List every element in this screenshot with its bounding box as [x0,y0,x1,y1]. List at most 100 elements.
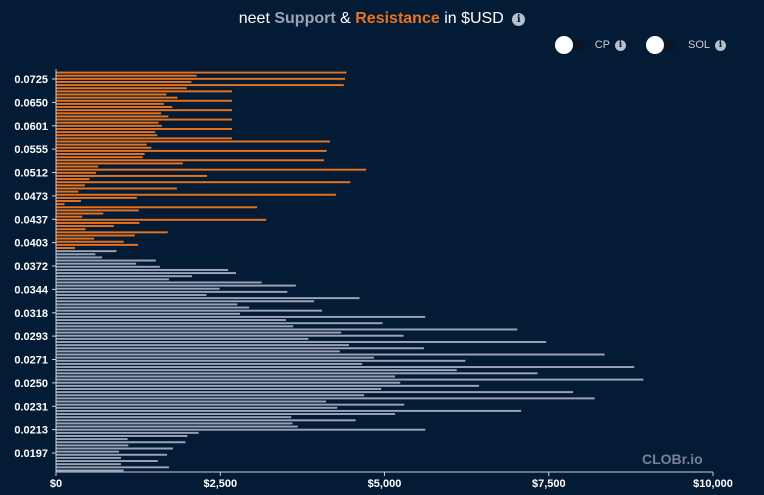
support-bar [56,250,117,253]
resistance-bar [56,153,145,155]
resistance-bar [56,102,164,105]
y-tick-label: 0.0437 [14,214,48,226]
resistance-bar [56,187,177,190]
support-bar [56,463,122,466]
resistance-bar [56,84,344,87]
support-bar [56,290,288,293]
support-bar [56,403,405,406]
resistance-bar [56,243,139,246]
support-bar [56,466,169,469]
watermark: CLOBr.io [642,451,703,467]
resistance-bar [56,181,351,184]
sol-switch-knob [645,36,664,54]
resistance-bar [56,234,135,237]
resistance-bar [56,143,147,146]
info-icon[interactable]: i [512,13,526,26]
support-bar [56,350,340,353]
y-tick-label: 0.0372 [14,261,48,273]
support-bar [56,334,404,337]
resistance-bar [56,80,192,83]
support-bar [56,431,199,434]
support-bar [56,322,383,325]
resistance-bar [56,218,267,221]
y-tick-label: 0.0250 [14,378,48,390]
support-bar [56,456,122,459]
support-bar [56,359,466,362]
title-amp: & [340,10,351,27]
support-bar [56,259,156,262]
support-bar [56,268,229,271]
sol-label: SOL [687,39,710,51]
resistance-bar [56,228,86,231]
resistance-bar [56,71,347,74]
resistance-bar [56,225,114,228]
support-bar [56,384,480,387]
sol-info-icon[interactable]: i [715,39,726,51]
resistance-bar [56,171,97,174]
resistance-bar [56,162,183,165]
resistance-bar [56,196,137,199]
resistance-bar [56,174,208,177]
support-bar [56,378,644,381]
toggle-cp: CP i [554,36,626,54]
resistance-bar [56,112,162,115]
y-tick-label: 0.0213 [14,425,48,437]
y-tick-label: 0.0318 [14,308,48,320]
resistance-bar [56,134,158,137]
cp-switch-knob [554,36,573,54]
support-bar [56,419,356,422]
support-bar [56,278,169,281]
cp-switch[interactable] [554,36,585,54]
resistance-bar [56,193,336,196]
cp-info-icon[interactable]: i [615,39,626,51]
support-bar [56,366,635,369]
support-bar [56,447,173,450]
resistance-bar [56,237,95,240]
resistance-bar [56,200,81,202]
support-bar [56,435,188,437]
sol-switch[interactable] [645,36,676,54]
y-tick-label: 0.0403 [14,238,48,250]
resistance-bar [56,212,104,215]
support-bar [56,309,323,312]
support-bar [56,353,605,356]
support-bar [56,422,293,425]
resistance-bar [56,190,79,193]
toggle-sol: SOL i [645,36,726,54]
resistance-bar [56,106,173,108]
support-bar [56,256,102,259]
resistance-bar [56,77,346,80]
x-tick-label: $2,500 [203,478,237,490]
resistance-bar [56,87,187,90]
support-bar [56,450,120,453]
x-tick-label: $7,500 [532,478,566,490]
resistance-bar [56,137,233,140]
support-bar [56,369,457,372]
support-bar [56,281,262,284]
resistance-bar [56,240,124,243]
support-bar [56,469,124,472]
y-tick-label: 0.0725 [14,74,48,86]
y-tick-label: 0.0231 [14,401,48,413]
resistance-bar [56,146,152,149]
support-bar [56,325,294,328]
y-tick-label: 0.0650 [14,97,48,109]
support-bar [56,400,327,403]
resistance-bar [56,215,83,218]
resistance-bar [56,140,330,143]
support-bar [56,275,192,278]
y-tick-label: 0.0197 [14,448,48,460]
support-bar [56,416,292,419]
resistance-bar [56,168,367,171]
support-bar [56,409,522,412]
resistance-bar [56,131,156,134]
resistance-bar [56,127,233,130]
support-bar [56,287,220,290]
support-bar [56,388,382,390]
x-tick-label: $0 [50,478,62,490]
resistance-bar [56,74,197,77]
resistance-bar [56,159,325,162]
support-bar [56,344,350,347]
resistance-bar [56,203,65,206]
